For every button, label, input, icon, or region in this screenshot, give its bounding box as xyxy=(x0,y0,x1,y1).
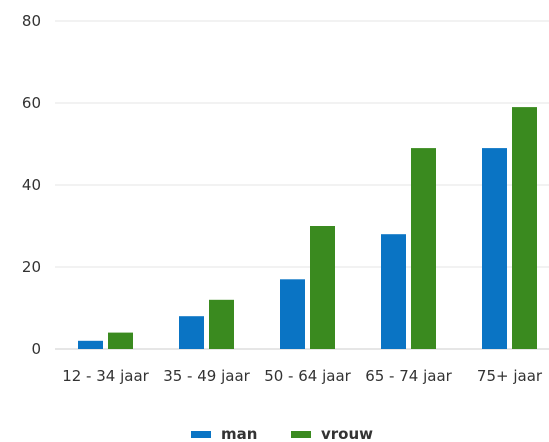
bar-vrouw-2 xyxy=(209,299,234,349)
y-axis-ticks: 0 20 40 60 80 xyxy=(22,12,41,358)
x-axis-labels: 12 - 34 jaar 35 - 49 jaar 50 - 64 jaar 65 -… xyxy=(62,367,543,385)
bar-man-1 xyxy=(78,340,103,349)
bar-man-3 xyxy=(280,279,305,349)
x-tick-label: 12 - 34 jaar xyxy=(62,367,149,385)
bar-man-4 xyxy=(381,234,406,349)
legend-swatch-vrouw xyxy=(291,431,311,438)
bar-vrouw-5 xyxy=(512,107,537,349)
x-tick-label: 35 - 49 jaar xyxy=(163,367,250,385)
bar-man-2 xyxy=(179,316,204,349)
legend: man vrouw xyxy=(191,425,373,442)
legend-swatch-man xyxy=(191,431,211,438)
bar-vrouw-3 xyxy=(310,226,335,349)
x-tick-label: 65 - 74 jaar xyxy=(365,367,452,385)
gridlines xyxy=(55,20,549,350)
bar-vrouw-1 xyxy=(108,332,133,349)
bar-man-5 xyxy=(482,148,507,349)
x-tick-label: 75+ jaar xyxy=(477,367,543,385)
legend-label-man: man xyxy=(221,425,257,442)
x-tick-label: 50 - 64 jaar xyxy=(264,367,351,385)
y-tick-label: 40 xyxy=(22,176,41,194)
legend-label-vrouw: vrouw xyxy=(321,425,373,442)
y-tick-label: 80 xyxy=(22,12,41,30)
y-tick-label: 20 xyxy=(22,258,41,276)
bar-vrouw-4 xyxy=(411,148,436,349)
bars xyxy=(78,107,537,349)
y-tick-label: 0 xyxy=(31,340,41,358)
y-tick-label: 60 xyxy=(22,94,41,112)
